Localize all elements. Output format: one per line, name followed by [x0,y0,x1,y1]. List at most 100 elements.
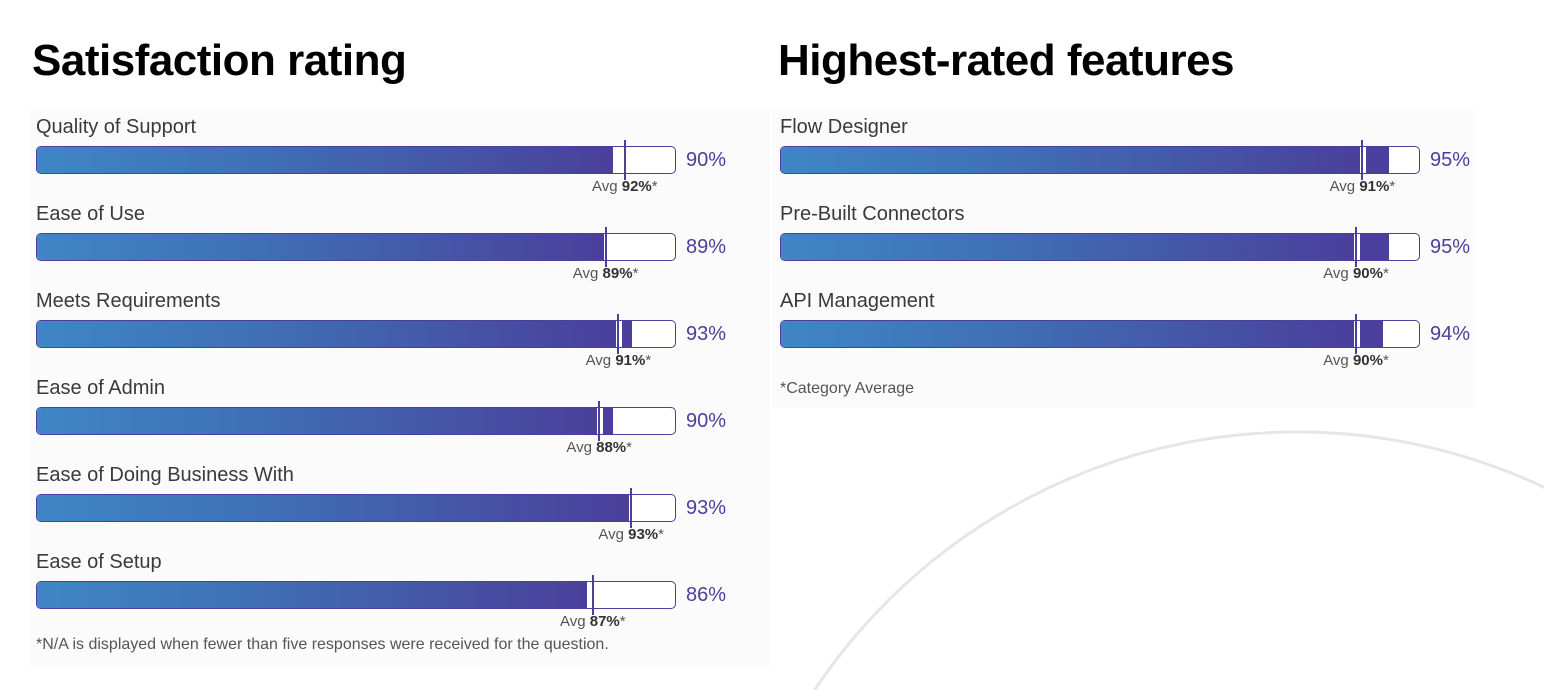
avg-asterisk: * [626,439,632,456]
score-bar [37,582,588,608]
avg-gap [622,147,629,173]
avg-label: Avg 93%* [598,526,664,543]
avg-label: Avg 89%* [573,265,639,282]
avg-marker [1355,314,1357,354]
score-bar-extension [603,408,613,434]
avg-marker [604,227,607,267]
avg-prefix: Avg [559,613,590,630]
avg-asterisk: * [632,265,639,282]
bar-row: API Management 94% Avg 90%* [780,290,1480,377]
bar-track [780,146,1420,174]
bar-row: Ease of Admin 90% Avg 88%* [36,377,766,464]
score-value: 94% [1430,323,1471,345]
avg-marker [1361,140,1364,180]
avg-gap [1360,147,1367,173]
bar-track [36,233,676,261]
score-bar-extension [1366,147,1389,173]
avg-gap [590,582,597,608]
bar-row: Pre-Built Connectors 95% Avg 90%* [780,203,1480,290]
score-bar-extension [622,321,633,347]
bar-track [780,233,1420,261]
avg-asterisk: * [1389,178,1396,195]
score-value: 95% [1430,149,1471,171]
bar-row: Meets Requirements 93% Avg 91%* [36,290,766,377]
features-title: Highest-rated features [778,36,1235,85]
avg-value: 90% [1352,352,1383,369]
avg-value: 91% [1359,178,1390,195]
avg-label: Avg 88%* [566,439,632,456]
bar-track [780,320,1420,348]
bar-row: Ease of Use 89% Avg 89%* [36,203,766,290]
avg-label: Avg 91%* [1330,178,1396,195]
score-value: 90% [686,149,727,171]
avg-value: 87% [589,613,620,630]
avg-label: Avg 92%* [592,178,658,195]
score-bar [37,147,613,173]
avg-value: 89% [602,265,633,282]
avg-prefix: Avg [1329,178,1360,195]
bar-label: Meets Requirements [36,290,221,312]
avg-label: Avg 90%* [1323,352,1389,369]
satisfaction-footnote: *N/A is displayed when fewer than five r… [36,636,609,653]
avg-marker [617,314,620,354]
avg-marker [630,488,633,528]
avg-asterisk: * [645,352,652,369]
score-bar [37,408,598,434]
score-value: 93% [686,497,727,519]
avg-gap [603,234,610,260]
bar-label: Flow Designer [780,116,908,138]
avg-gap [597,408,604,434]
features-chart: Flow Designer 95% Avg 91%* Pre-Built Connec… [780,116,1480,377]
score-bar [781,234,1354,260]
avg-value: 92% [621,178,652,195]
avg-gap [1354,321,1360,347]
avg-prefix: Avg [591,178,622,195]
avg-prefix: Avg [1323,352,1353,369]
avg-prefix: Avg [585,352,616,369]
avg-asterisk: * [1382,352,1389,369]
avg-prefix: Avg [566,439,597,456]
score-bar [37,234,604,260]
avg-asterisk: * [658,526,664,543]
bar-label: API Management [780,290,935,312]
avg-value: 88% [596,439,627,456]
bar-label: Ease of Admin [36,377,165,399]
satisfaction-title: Satisfaction rating [32,36,407,85]
satisfaction-chart: Quality of Support 90% Avg 92%* Ease of Use… [36,116,766,638]
score-bar [781,147,1361,173]
avg-marker [1355,227,1357,267]
avg-marker [623,140,626,180]
score-value: 86% [686,584,727,606]
score-bar [37,321,617,347]
bar-row: Ease of Doing Business With 93% Avg 93%* [36,464,766,551]
avg-asterisk: * [651,178,658,195]
avg-prefix: Avg [572,265,603,282]
avg-marker [591,575,594,615]
avg-label: Avg 87%* [560,613,626,630]
score-bar-extension [1360,321,1383,347]
avg-gap [629,495,636,521]
features-footnote: *Category Average [780,380,915,397]
avg-label: Avg 91%* [586,352,652,369]
bar-label: Pre-Built Connectors [780,203,965,225]
avg-asterisk: * [619,613,626,630]
bar-track [36,581,676,609]
score-bar-extension [1360,234,1389,260]
bar-track [36,146,676,174]
bar-track [36,494,676,522]
avg-gap [1354,234,1360,260]
bar-row: Quality of Support 90% Avg 92%* [36,116,766,203]
score-bar [37,495,630,521]
avg-gap [616,321,623,347]
avg-value: 90% [1352,265,1383,282]
avg-prefix: Avg [1323,265,1353,282]
satisfaction-panel-background [30,110,770,668]
bar-label: Quality of Support [36,116,197,138]
avg-prefix: Avg [598,526,629,543]
bar-label: Ease of Setup [36,551,162,573]
bar-row: Flow Designer 95% Avg 91%* [780,116,1480,203]
score-value: 90% [686,410,727,432]
score-value: 95% [1430,236,1471,258]
bar-label: Ease of Doing Business With [36,464,294,486]
avg-value: 93% [628,526,659,543]
